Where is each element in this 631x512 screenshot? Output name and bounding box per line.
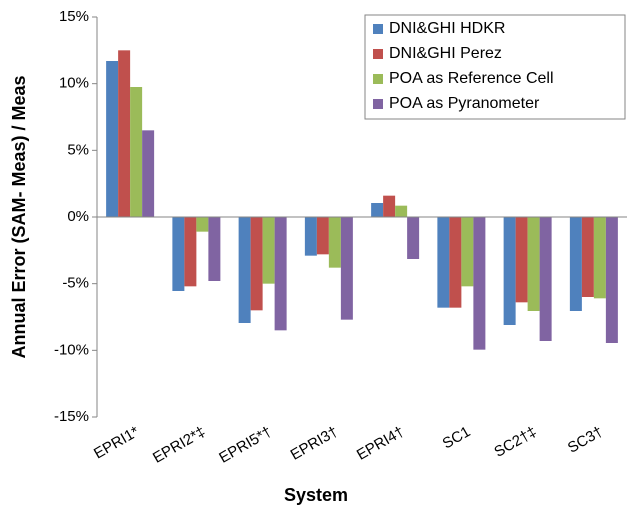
x-axis-title: System: [284, 485, 348, 505]
y-tick-label: -15%: [54, 408, 89, 425]
bar: [395, 205, 408, 217]
bar: [196, 217, 209, 232]
legend-swatch: [373, 74, 383, 84]
legend-label: POA as Pyranometer: [389, 95, 540, 112]
bar: [106, 61, 119, 217]
bar: [449, 217, 462, 308]
legend-swatch: [373, 24, 383, 34]
bar: [371, 203, 384, 217]
x-tick-label: SC3†: [565, 423, 606, 456]
y-tick-label: 15%: [59, 8, 89, 25]
bar: [581, 217, 594, 297]
bar: [527, 217, 540, 311]
bar: [142, 130, 155, 217]
y-tick-label: -10%: [54, 341, 89, 358]
bar: [340, 217, 353, 320]
bar: [437, 217, 450, 308]
y-axis-title: Annual Error (SAM- Meas) / Meas: [9, 75, 29, 358]
bar: [515, 217, 528, 303]
y-tick-label: 10%: [59, 75, 89, 92]
legend-label: DNI&GHI Perez: [389, 45, 502, 62]
legend-swatch: [373, 49, 383, 59]
bar: [593, 217, 606, 299]
bar: [569, 217, 582, 311]
x-tick-label: EPRI2*‡: [150, 423, 208, 466]
legend-swatch: [373, 99, 383, 109]
bar: [539, 217, 552, 341]
bar: [316, 217, 329, 255]
x-tick-label: EPRI3†: [288, 423, 341, 464]
bar: [130, 87, 143, 217]
y-tick-label: 0%: [67, 208, 89, 225]
y-tick-label: 5%: [67, 141, 89, 158]
bar: [238, 217, 251, 323]
bar: [250, 217, 263, 311]
y-tick-label: -5%: [62, 275, 89, 292]
bar: [304, 217, 317, 256]
bar: [461, 217, 474, 287]
bar: [172, 217, 185, 291]
bar: [407, 217, 420, 259]
legend-box: [364, 14, 626, 120]
bar: [208, 217, 221, 281]
legend-label: DNI&GHI HDKR: [389, 20, 505, 37]
legend-label: POA as Reference Cell: [389, 70, 554, 87]
bar: [503, 217, 516, 325]
bar: [383, 195, 396, 217]
bar: [184, 217, 197, 287]
bar: [605, 217, 618, 343]
bar: [262, 217, 275, 284]
x-tick-label: EPRI1*: [91, 423, 142, 462]
x-tick-label: SC1: [440, 423, 474, 452]
x-tick-label: EPRI5*†: [216, 423, 274, 466]
bar: [473, 217, 486, 350]
bar: [274, 217, 287, 331]
bar: [118, 50, 131, 218]
bar: [328, 217, 341, 268]
x-tick-label: EPRI4†: [354, 423, 407, 464]
x-tick-label: SC2†‡: [491, 423, 539, 461]
